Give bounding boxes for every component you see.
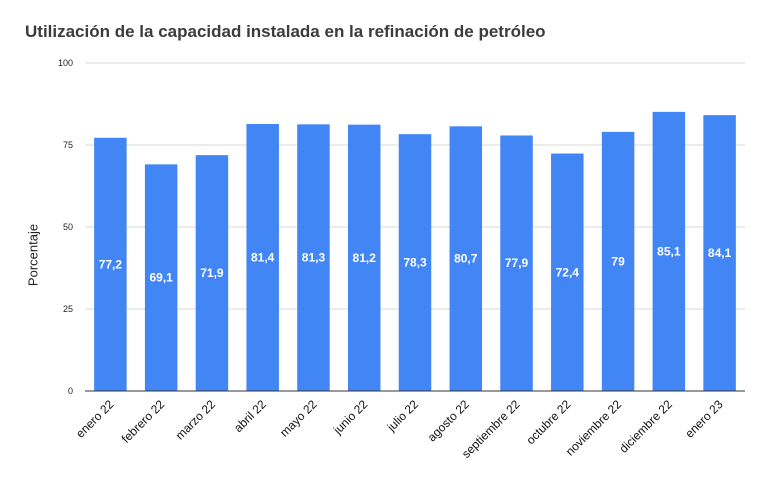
y-tick-label: 100: [58, 58, 73, 68]
data-label: 79: [611, 254, 625, 268]
x-tick-label: julio 22: [384, 397, 422, 435]
data-label: 81,3: [302, 251, 326, 265]
data-label: 80,7: [454, 252, 478, 266]
x-tick-label: diciembre 22: [616, 397, 675, 456]
bar: [94, 137, 127, 391]
data-label: 77,2: [99, 257, 123, 271]
x-tick-label: enero 23: [682, 397, 726, 441]
bar: [703, 115, 736, 391]
bar: [246, 124, 279, 392]
x-tick-label: agosto 22: [425, 397, 472, 444]
bar: [500, 135, 533, 391]
bar: [347, 124, 381, 391]
y-tick-label: 50: [63, 222, 73, 232]
x-tick-label: junio 22: [330, 397, 371, 438]
data-label: 69,1: [149, 271, 173, 285]
x-tick-label: febrero 22: [119, 397, 168, 446]
x-tick-label: octubre 22: [523, 397, 573, 447]
bar: [398, 134, 432, 391]
y-tick-label: 25: [63, 304, 73, 314]
x-tick-label: enero 22: [73, 397, 117, 441]
chart-title: Utilización de la capacidad instalada en…: [25, 22, 546, 41]
bar: [652, 111, 686, 391]
bar: [449, 126, 483, 391]
data-label: 78,3: [403, 256, 427, 270]
x-tick-label: abril 22: [231, 397, 269, 435]
x-tick-label: mayo 22: [277, 397, 320, 440]
bar: [144, 164, 178, 391]
bar: [195, 155, 229, 391]
bar: [297, 124, 330, 391]
y-tick-label: 75: [63, 140, 73, 150]
data-label: 85,1: [657, 244, 681, 258]
x-tick-label: marzo 22: [173, 397, 219, 443]
data-label: 81,4: [251, 251, 275, 265]
data-label: 71,9: [200, 266, 224, 280]
bar: [601, 131, 635, 391]
data-label: 77,9: [505, 256, 529, 270]
bar: [551, 153, 584, 391]
data-label: 72,4: [556, 265, 580, 279]
y-tick-label: 0: [68, 386, 73, 396]
data-label: 81,2: [353, 251, 377, 265]
data-label: 84,1: [708, 246, 732, 260]
